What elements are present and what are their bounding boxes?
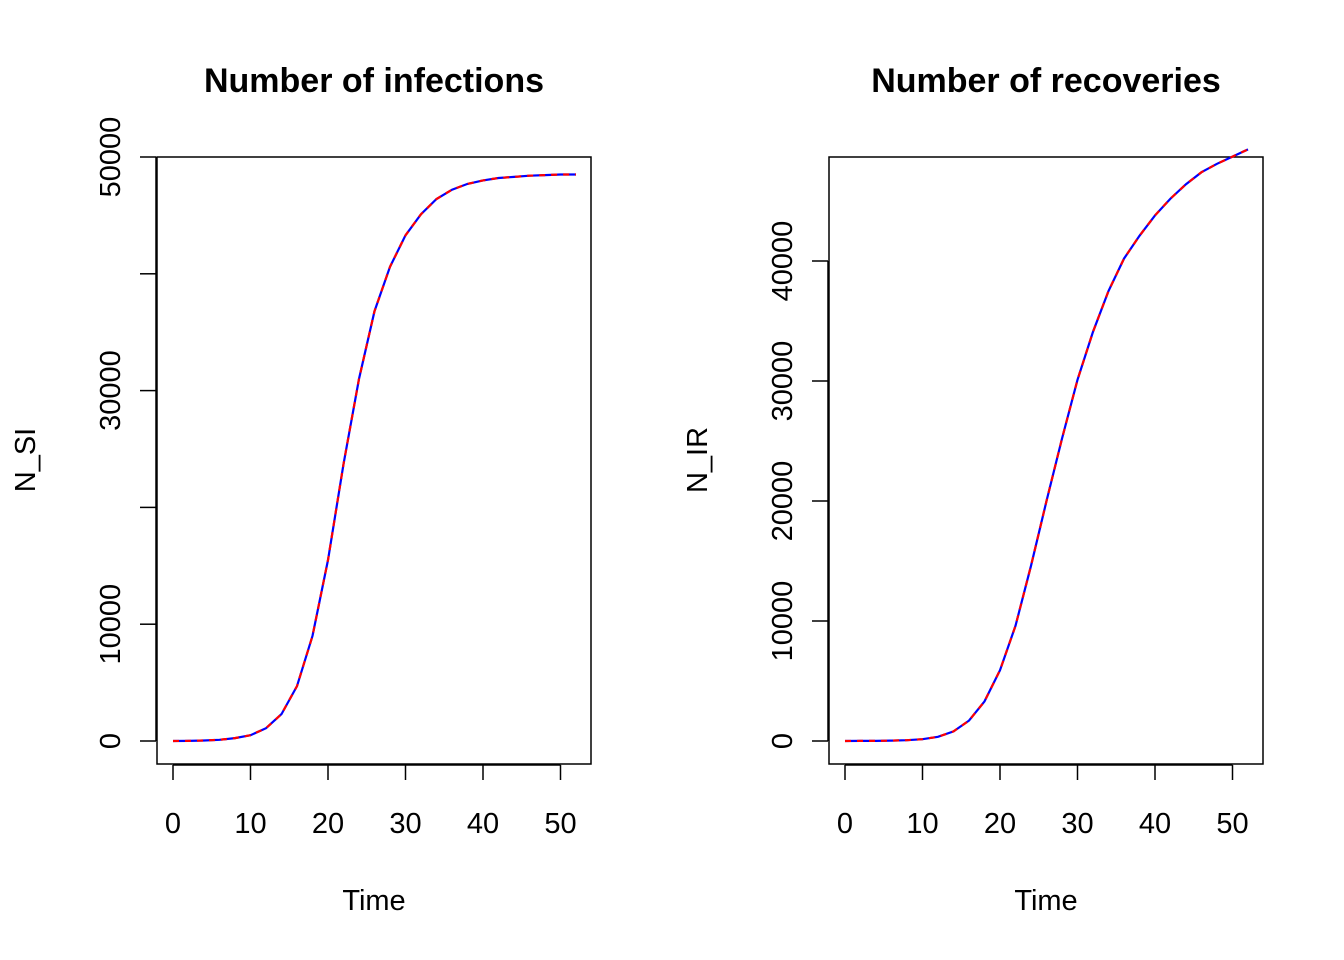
- axes-infections: 0 10 20 30 40 50 0 10000 30000 50000: [95, 117, 577, 840]
- y-tick-label: 30000: [767, 341, 799, 422]
- y-tick-label: 40000: [767, 221, 799, 302]
- y-tick-label: 30000: [95, 350, 127, 431]
- x-tick-label: 30: [1061, 808, 1093, 840]
- x-tick-label: 50: [1216, 808, 1248, 840]
- y-tick-label: 50000: [95, 117, 127, 198]
- x-tick-label: 0: [837, 808, 853, 840]
- x-tick-label: 30: [389, 808, 421, 840]
- series-line-red-dashed: [172, 173, 576, 743]
- x-tick-label: 10: [906, 808, 938, 840]
- x-axis-label-infections: Time: [342, 885, 405, 917]
- x-tick-label: 20: [312, 808, 344, 840]
- y-tick-label: 0: [767, 733, 799, 749]
- y-tick-label: 10000: [767, 581, 799, 662]
- chart-title-infections: Number of infections: [204, 62, 544, 100]
- x-tick-label: 50: [544, 808, 576, 840]
- x-axis-label-recoveries: Time: [1014, 885, 1077, 917]
- plot-box-recoveries: [828, 156, 1264, 765]
- chart-title-recoveries: Number of recoveries: [871, 62, 1221, 100]
- series-line-red-dashed: [844, 148, 1249, 743]
- series-group-infections: [172, 173, 576, 743]
- x-tick-label: 10: [234, 808, 266, 840]
- panel-recoveries: Number of recoveries Time N_IR 0 10 20 30 40…: [682, 62, 1264, 917]
- x-tick-label: 40: [467, 808, 499, 840]
- y-tick-label: 0: [95, 733, 127, 749]
- series-group-recoveries: [844, 148, 1249, 743]
- plot-box-infections: [156, 156, 592, 765]
- x-tick-label: 20: [984, 808, 1016, 840]
- y-axis-label-recoveries: N_IR: [682, 427, 714, 493]
- y-tick-label: 20000: [767, 461, 799, 542]
- y-axis-label-infections: N_SI: [10, 428, 42, 492]
- x-tick-label: 0: [165, 808, 181, 840]
- x-tick-label: 40: [1139, 808, 1171, 840]
- y-tick-label: 10000: [95, 584, 127, 665]
- axes-recoveries: 0 10 20 30 40 50 0 10000 20000 30000 40000: [767, 221, 1249, 840]
- panel-infections: Number of infections Time N_SI 0 10 20 30 40…: [10, 62, 592, 917]
